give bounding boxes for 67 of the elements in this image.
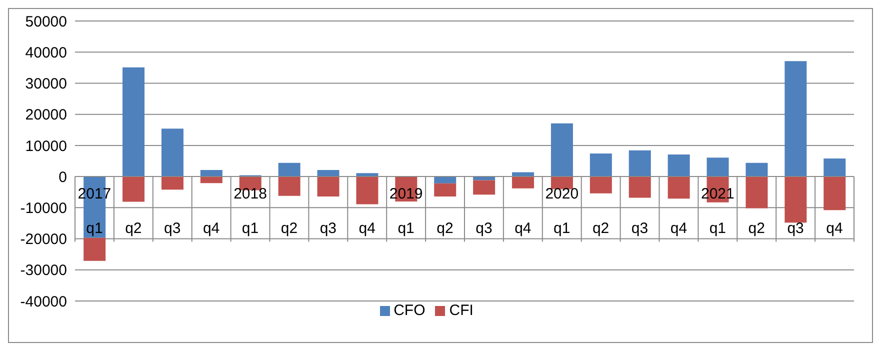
bar [512, 176, 534, 188]
bar [84, 238, 106, 261]
bar [746, 176, 768, 208]
y-tick-label: 30000 [25, 76, 67, 93]
bar [668, 176, 690, 199]
bar [434, 183, 456, 196]
bar [512, 172, 534, 177]
x-tick-label: q1 [242, 220, 259, 237]
bar [550, 123, 573, 177]
x-tick-label: q2 [436, 220, 454, 237]
x-tick-label: q2 [592, 220, 610, 237]
annotation: 2020 [545, 186, 579, 203]
bar [784, 61, 807, 177]
bar [706, 158, 729, 177]
x-tick-label: q3 [787, 220, 804, 237]
bar [784, 176, 807, 223]
bar [122, 176, 145, 202]
bar [628, 176, 651, 198]
bar [161, 176, 184, 190]
x-tick-label: q4 [514, 220, 532, 237]
bar [278, 176, 300, 196]
x-tick-label: q4 [358, 220, 376, 237]
bar [590, 176, 612, 194]
bar [317, 176, 340, 196]
bar [356, 176, 378, 204]
bar [200, 170, 222, 177]
y-tick-label: -20000 [20, 231, 67, 248]
legend-label: CFI [449, 302, 474, 319]
y-tick-label: -40000 [20, 293, 67, 310]
x-tick-label: q3 [320, 220, 337, 237]
bar [824, 158, 846, 177]
y-tick-label: 20000 [25, 106, 67, 124]
annotation: 2018 [234, 186, 267, 203]
y-tick-label: 10000 [25, 138, 67, 155]
bar [824, 176, 846, 210]
x-tick-label: q1 [554, 220, 570, 237]
x-tick-label: q2 [125, 220, 142, 237]
bar [590, 154, 612, 177]
bar [200, 176, 222, 184]
x-tick-label: q4 [670, 220, 688, 237]
x-tick-label: q1 [86, 220, 103, 237]
bar [278, 162, 300, 177]
bar [317, 170, 340, 177]
x-tick-label: q2 [280, 220, 298, 237]
y-tick-label: 0 [58, 168, 67, 186]
bar [473, 180, 496, 195]
x-tick-label: q3 [631, 220, 648, 237]
bar [473, 176, 496, 180]
bar [550, 176, 573, 190]
bar [628, 150, 651, 177]
bar [161, 128, 184, 177]
bar [668, 154, 690, 177]
x-tick-label: q1 [398, 220, 414, 237]
x-tick-label: q2 [748, 220, 765, 237]
y-tick-label: -10000 [20, 200, 67, 217]
x-tick-label: q3 [164, 220, 181, 237]
legend-label: CFO [394, 302, 426, 319]
x-tick-label: q3 [476, 220, 492, 237]
x-tick-label: q1 [709, 220, 726, 237]
y-tick-label: 40000 [25, 44, 67, 62]
y-tick-label: -30000 [20, 262, 67, 280]
bar [434, 176, 456, 184]
x-tick-label: q4 [202, 220, 220, 237]
bar [746, 162, 768, 177]
y-tick-label: 50000 [25, 13, 67, 30]
x-tick-label: q4 [826, 220, 843, 237]
bar [122, 67, 145, 177]
